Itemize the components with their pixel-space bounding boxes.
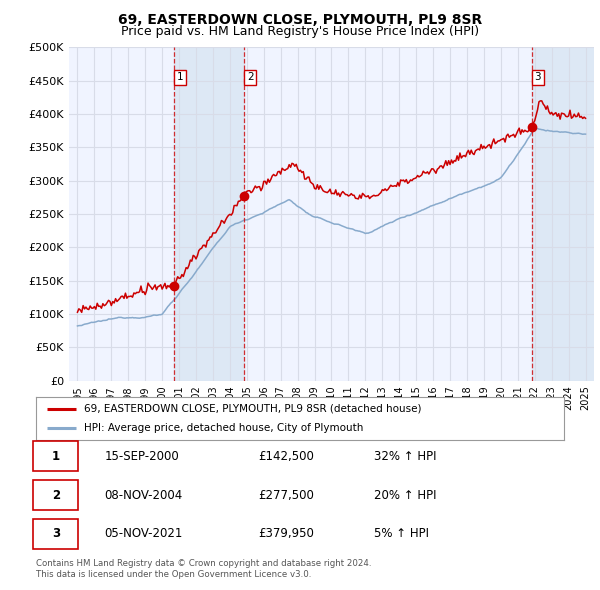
- Text: 5% ↑ HPI: 5% ↑ HPI: [374, 527, 429, 540]
- Text: 05-NOV-2021: 05-NOV-2021: [104, 527, 183, 540]
- Text: 1: 1: [52, 450, 60, 463]
- Text: 32% ↑ HPI: 32% ↑ HPI: [374, 450, 436, 463]
- Text: 1: 1: [177, 72, 184, 82]
- Text: 2: 2: [247, 72, 254, 82]
- Text: 69, EASTERDOWN CLOSE, PLYMOUTH, PL9 8SR (detached house): 69, EASTERDOWN CLOSE, PLYMOUTH, PL9 8SR …: [83, 404, 421, 414]
- Text: £277,500: £277,500: [258, 489, 314, 502]
- Text: Price paid vs. HM Land Registry's House Price Index (HPI): Price paid vs. HM Land Registry's House …: [121, 25, 479, 38]
- FancyBboxPatch shape: [34, 480, 78, 510]
- Text: £142,500: £142,500: [258, 450, 314, 463]
- Text: 20% ↑ HPI: 20% ↑ HPI: [374, 489, 436, 502]
- FancyBboxPatch shape: [34, 441, 78, 471]
- FancyBboxPatch shape: [34, 519, 78, 549]
- Text: 2: 2: [52, 489, 60, 502]
- Text: 69, EASTERDOWN CLOSE, PLYMOUTH, PL9 8SR: 69, EASTERDOWN CLOSE, PLYMOUTH, PL9 8SR: [118, 13, 482, 27]
- Text: £379,950: £379,950: [258, 527, 314, 540]
- Text: Contains HM Land Registry data © Crown copyright and database right 2024.
This d: Contains HM Land Registry data © Crown c…: [36, 559, 371, 579]
- Text: 3: 3: [535, 72, 541, 82]
- Bar: [532, 47, 594, 381]
- Text: 3: 3: [52, 527, 60, 540]
- Text: 08-NOV-2004: 08-NOV-2004: [104, 489, 183, 502]
- Text: HPI: Average price, detached house, City of Plymouth: HPI: Average price, detached house, City…: [83, 423, 363, 433]
- Bar: [174, 47, 244, 381]
- Text: 15-SEP-2000: 15-SEP-2000: [104, 450, 179, 463]
